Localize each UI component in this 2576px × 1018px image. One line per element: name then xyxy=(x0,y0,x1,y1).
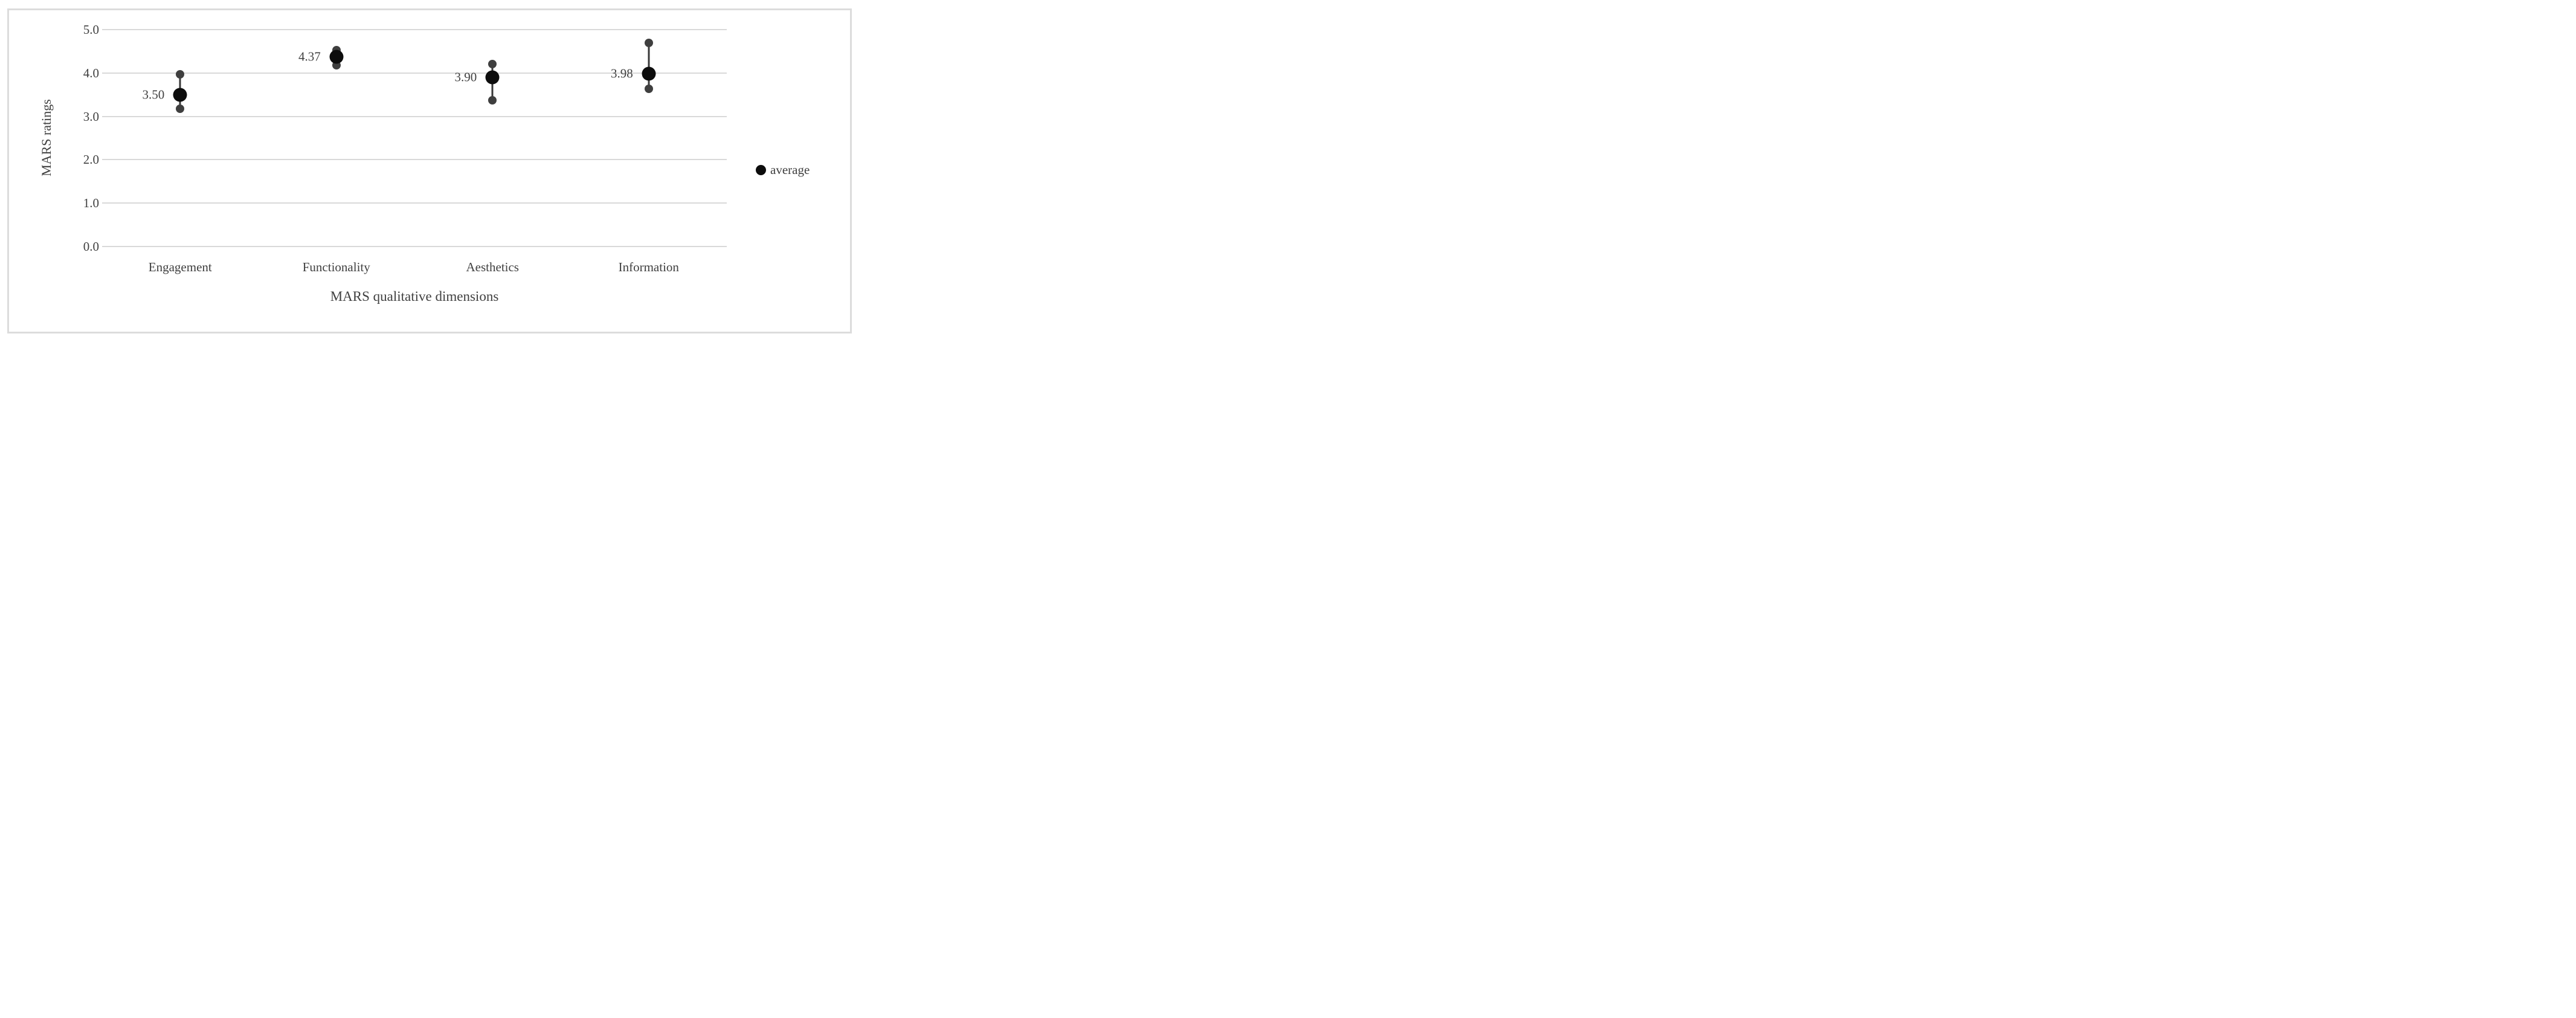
y-tick-label: 3.0 xyxy=(83,109,99,124)
rating-dot-high xyxy=(644,38,653,47)
chart-border xyxy=(7,8,852,333)
average-value-label: 4.37 xyxy=(298,49,321,64)
gridline-3.0 xyxy=(102,115,727,117)
average-dot xyxy=(485,70,500,85)
average-dot xyxy=(642,66,656,81)
x-category-label-information: Information xyxy=(618,260,679,274)
y-tick-label: 5.0 xyxy=(83,22,99,37)
x-category-label-aesthetics: Aesthetics xyxy=(466,260,519,274)
average-dot xyxy=(173,88,187,102)
rating-dot-low xyxy=(488,96,497,105)
whisker-line xyxy=(648,42,650,89)
gridline-0.0 xyxy=(102,246,727,247)
average-dot xyxy=(329,50,344,64)
x-category-label-engagement: Engagement xyxy=(148,260,212,274)
y-tick-label: 4.0 xyxy=(83,65,99,80)
rating-dot-low xyxy=(176,105,185,114)
x-axis-title: MARS qualitative dimensions xyxy=(330,289,499,304)
x-category-label-functionality: Functionality xyxy=(302,260,370,274)
gridline-1.0 xyxy=(102,202,727,204)
average-value-label: 3.98 xyxy=(611,66,633,81)
gridline-2.0 xyxy=(102,159,727,161)
average-value-label: 3.50 xyxy=(142,87,165,102)
gridline-4.0 xyxy=(102,72,727,74)
rating-dot-high xyxy=(176,69,185,79)
mars-ratings-chart: 5.0 4.0 3.0 2.0 1.0 0.0 MARS ratings 3.50 4.37… xyxy=(0,0,859,340)
gridline-5.0 xyxy=(102,29,727,30)
rating-dot-low xyxy=(644,85,653,94)
y-tick-label: 1.0 xyxy=(83,196,99,211)
legend-label: average xyxy=(770,162,810,177)
rating-dot-high xyxy=(488,60,497,69)
legend-average-marker-icon xyxy=(756,164,766,175)
y-tick-label: 2.0 xyxy=(83,152,99,167)
y-tick-label: 0.0 xyxy=(83,239,99,254)
average-value-label: 3.90 xyxy=(454,69,477,85)
y-axis-title: MARS ratings xyxy=(39,99,54,176)
